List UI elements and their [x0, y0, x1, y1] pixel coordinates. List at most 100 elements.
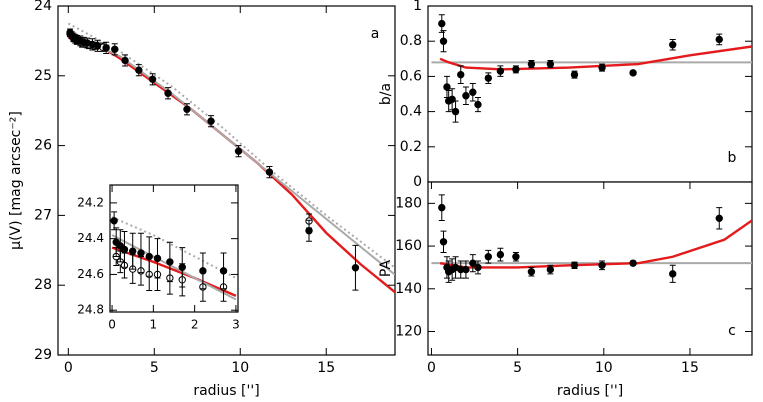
x-tick-label: 0	[108, 318, 116, 332]
data-point	[462, 92, 470, 100]
x-tick-label: 5	[513, 360, 522, 376]
data-point	[438, 19, 446, 28]
x-tick-label: 10	[231, 360, 249, 376]
y-tick-label: 0.2	[400, 139, 422, 155]
data-point	[111, 45, 119, 53]
panel-frame	[427, 5, 753, 183]
y-tick-label: 24.6	[77, 267, 104, 281]
data-point	[265, 168, 274, 176]
y-tick-label: 24.4	[77, 231, 104, 245]
data-point	[166, 258, 174, 266]
data-point	[598, 63, 606, 72]
y-tick-label: 120	[395, 324, 422, 340]
data-point	[546, 60, 555, 68]
model-line	[67, 31, 395, 276]
data-point	[148, 75, 157, 83]
plot-area	[431, 194, 752, 283]
data-point	[199, 267, 207, 275]
panel-label: c	[728, 323, 736, 339]
data-point	[570, 70, 579, 79]
data-point	[129, 247, 137, 255]
plot-area	[431, 14, 752, 123]
panel-frame	[109, 184, 239, 313]
data-point	[219, 267, 228, 275]
data-point	[351, 264, 360, 272]
data-point	[715, 214, 723, 223]
plot-area	[66, 22, 395, 294]
y-tick-label: 0.4	[400, 104, 422, 120]
data-point	[669, 270, 677, 278]
y-tick-label: 160	[395, 238, 422, 254]
y-tick-label: 1	[413, 0, 422, 14]
data-point	[451, 107, 460, 116]
data-point	[153, 254, 162, 263]
data-point	[457, 70, 465, 79]
data-point	[484, 253, 493, 261]
x-tick-label: 0	[64, 360, 73, 376]
panel-label: a	[371, 26, 380, 42]
data-point	[512, 65, 520, 74]
data-point	[527, 268, 536, 276]
x-tick-label: 0	[427, 360, 436, 376]
data-point	[598, 261, 606, 269]
x-axis-label: radius ['']	[557, 383, 623, 399]
y-tick-label: 0	[413, 174, 422, 190]
data-point	[183, 105, 191, 114]
data-point	[474, 263, 482, 272]
y-axis-label: b/a	[378, 83, 394, 105]
x-tick-label: 10	[595, 360, 613, 376]
plot-area	[110, 211, 237, 302]
data-point	[93, 42, 102, 50]
data-point	[135, 66, 143, 74]
y-tick-label: 24	[34, 0, 52, 14]
data-point	[145, 252, 153, 261]
data-point	[439, 37, 448, 45]
data-point	[439, 238, 448, 246]
data-point	[570, 261, 579, 269]
y-axis-label: PA	[378, 260, 394, 278]
data-point	[469, 259, 477, 267]
data-point	[512, 253, 520, 261]
data-point	[496, 250, 505, 259]
data-point	[178, 263, 186, 271]
data-point	[164, 89, 172, 97]
data-point	[207, 117, 215, 125]
data-point	[438, 203, 446, 212]
data-point	[496, 67, 505, 75]
data-point	[102, 44, 110, 52]
data-point	[305, 227, 313, 235]
y-tick-label: 140	[395, 281, 422, 297]
data-point	[120, 245, 129, 254]
x-tick-label: 3	[232, 318, 240, 332]
data-point	[527, 60, 536, 68]
data-point	[469, 88, 477, 96]
x-axis-label: radius ['']	[193, 383, 259, 399]
y-tick-label: 26	[34, 138, 52, 154]
y-tick-label: 28	[34, 277, 52, 293]
x-tick-label: 5	[150, 360, 159, 376]
data-point	[484, 74, 493, 82]
x-tick-label: 1	[150, 318, 158, 332]
data-point	[629, 259, 637, 267]
x-tick-label: 15	[681, 360, 699, 376]
data-point	[629, 69, 637, 77]
data-point	[121, 56, 129, 65]
y-tick-label: 0.6	[400, 68, 422, 84]
y-tick-label: 25	[34, 68, 52, 84]
y-tick-label: 24.8	[77, 303, 104, 317]
data-point	[669, 41, 677, 49]
y-tick-label: 29	[34, 347, 52, 363]
data-point	[715, 35, 723, 44]
y-tick-label: 0.8	[400, 33, 422, 49]
data-point	[546, 265, 555, 274]
data-point	[110, 217, 118, 225]
x-tick-label: 2	[191, 318, 199, 332]
data-point	[234, 147, 243, 155]
x-tick-label: 15	[317, 360, 335, 376]
y-tick-label: 180	[395, 195, 422, 211]
panel-label: b	[728, 150, 737, 166]
y-axis-label: μ(V) [mag arcsec⁻²]	[8, 111, 24, 250]
y-tick-label: 24.2	[77, 195, 104, 209]
model-line	[439, 45, 752, 71]
